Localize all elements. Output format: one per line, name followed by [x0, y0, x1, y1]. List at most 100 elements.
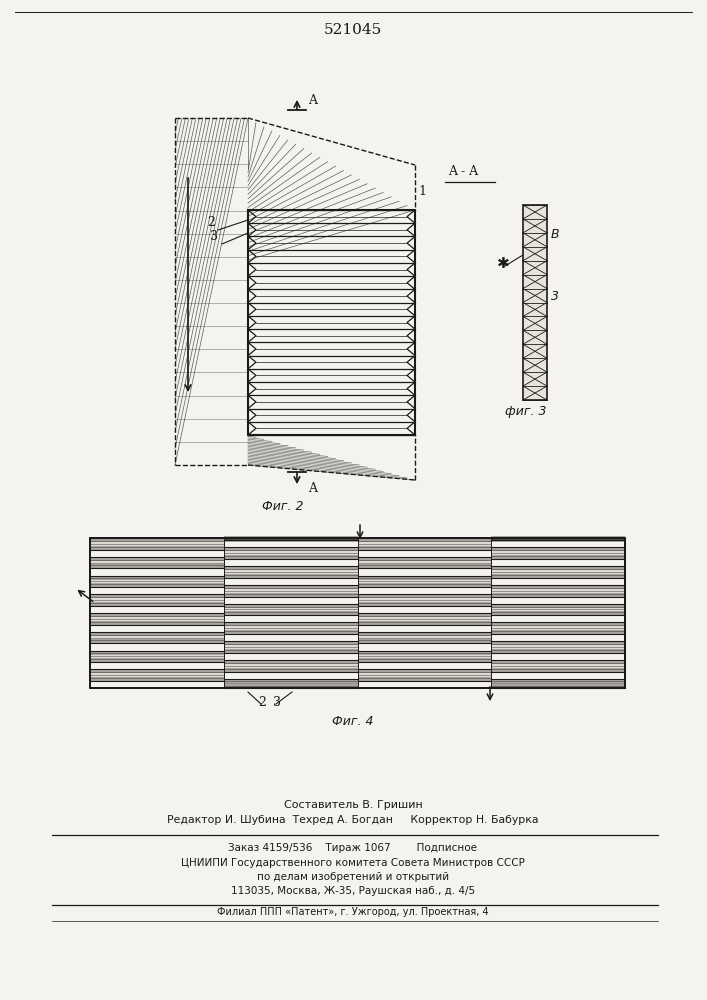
Bar [491, 611, 625, 615]
Text: 521045: 521045 [324, 23, 382, 37]
Bar [90, 576, 223, 587]
Bar [90, 677, 223, 681]
Bar [358, 677, 491, 681]
Bar [491, 660, 625, 672]
Bar [90, 669, 223, 673]
Bar [491, 641, 625, 653]
Bar [90, 576, 223, 580]
Bar [223, 679, 358, 683]
Bar [491, 536, 625, 540]
Bar [223, 641, 358, 653]
Bar [358, 557, 491, 568]
Bar [358, 650, 491, 662]
Bar [223, 566, 358, 570]
Text: A: A [308, 482, 317, 494]
Bar [491, 538, 625, 540]
Bar [90, 639, 223, 643]
Bar [491, 566, 625, 570]
Bar [223, 660, 358, 672]
Text: фиг. 3: фиг. 3 [505, 405, 547, 418]
Bar [491, 679, 625, 688]
Bar [223, 649, 358, 653]
Bar [358, 538, 491, 550]
Bar [358, 658, 491, 662]
Bar [223, 547, 358, 559]
Bar [491, 547, 625, 559]
Bar [223, 585, 358, 596]
Bar [90, 557, 223, 561]
Bar [491, 660, 625, 664]
Bar [491, 649, 625, 653]
Bar [223, 604, 358, 608]
Bar [358, 621, 491, 625]
Bar [491, 622, 625, 626]
Bar [90, 602, 223, 606]
Text: по делам изобретений и открытий: по делам изобретений и открытий [257, 872, 449, 882]
Bar [90, 564, 223, 568]
Bar [491, 604, 625, 608]
Text: 113035, Москва, Ж-35, Раушская наб., д. 4/5: 113035, Москва, Ж-35, Раушская наб., д. … [231, 886, 475, 896]
Bar [491, 547, 625, 551]
Bar [491, 679, 625, 683]
Bar [223, 668, 358, 672]
Bar [90, 621, 223, 625]
Bar [90, 557, 223, 568]
Bar [358, 557, 491, 561]
Bar [358, 613, 491, 617]
Bar [491, 592, 625, 596]
Bar [491, 574, 625, 578]
Bar [358, 632, 491, 643]
Bar [491, 585, 625, 596]
Bar [491, 585, 625, 589]
Bar [90, 669, 223, 681]
Bar [223, 592, 358, 596]
Bar [90, 632, 223, 643]
Bar [491, 604, 625, 615]
Bar [523, 205, 547, 400]
Bar [223, 604, 358, 615]
Bar [491, 555, 625, 559]
Bar [223, 630, 358, 634]
Text: 2: 2 [207, 216, 215, 229]
Text: 3: 3 [273, 696, 281, 709]
Bar [491, 641, 625, 645]
Bar [491, 566, 625, 578]
Bar [90, 594, 223, 598]
Bar [491, 630, 625, 634]
Bar [90, 538, 223, 550]
Text: 1: 1 [418, 185, 426, 198]
Bar [358, 669, 491, 673]
Bar [223, 538, 358, 542]
Text: 3: 3 [210, 230, 218, 243]
Text: 2: 2 [258, 696, 266, 709]
Bar [358, 594, 491, 606]
Bar [90, 650, 223, 654]
Text: A - A: A - A [448, 165, 478, 178]
Bar [223, 641, 358, 645]
Bar [358, 576, 491, 580]
Bar [90, 538, 223, 542]
Bar [358, 564, 491, 568]
Text: Составитель В. Гришин: Составитель В. Гришин [284, 800, 422, 810]
Bar [223, 611, 358, 615]
Bar [358, 632, 491, 636]
Bar [90, 632, 223, 636]
Bar [223, 536, 358, 540]
Bar [223, 622, 358, 634]
Bar [223, 679, 358, 688]
Bar [491, 684, 625, 688]
Text: ✱: ✱ [497, 256, 510, 271]
Text: Заказ 4159/536    Тираж 1067        Подписное: Заказ 4159/536 Тираж 1067 Подписное [228, 843, 477, 853]
Bar [358, 650, 491, 654]
Bar [358, 538, 491, 542]
Bar [90, 546, 223, 550]
Bar [90, 613, 223, 617]
Text: Фиг. 2: Фиг. 2 [262, 500, 304, 513]
Bar [223, 538, 358, 540]
Bar [358, 576, 491, 587]
Bar [358, 594, 491, 598]
Bar [358, 613, 491, 625]
Text: Редактор И. Шубина  Техред А. Богдан     Корректор Н. Бабурка: Редактор И. Шубина Техред А. Богдан Корр… [168, 815, 539, 825]
Bar [491, 622, 625, 634]
Bar [223, 585, 358, 589]
